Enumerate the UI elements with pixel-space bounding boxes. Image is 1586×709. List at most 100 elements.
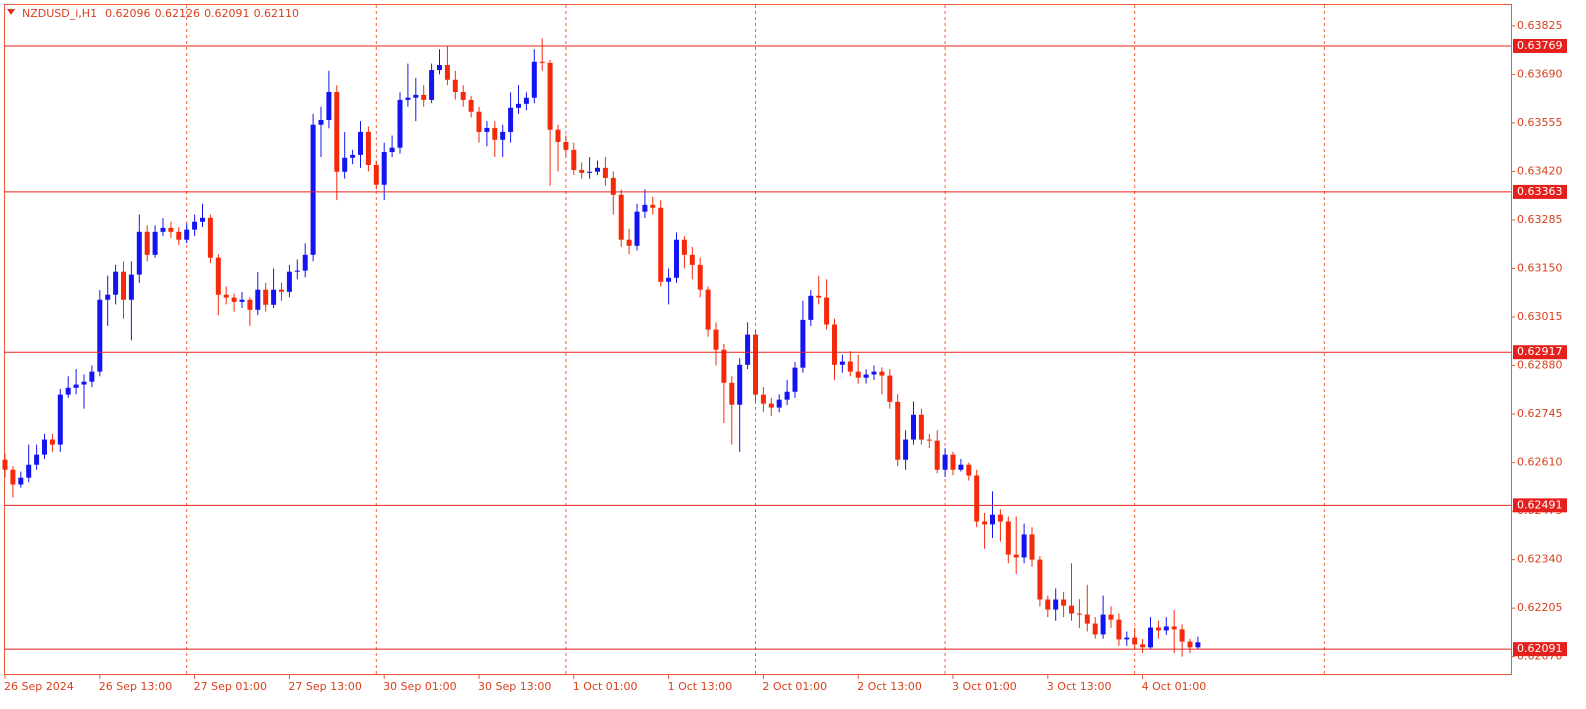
candle-body <box>1053 599 1059 610</box>
candle-body <box>334 91 340 172</box>
candle-body <box>105 294 111 300</box>
candle-body <box>768 403 774 408</box>
candle-body <box>405 97 411 100</box>
candle-body <box>863 374 869 378</box>
candle-body <box>887 375 893 402</box>
candle-body <box>966 464 972 476</box>
x-tick-label: 2 Oct 13:00 <box>857 680 922 693</box>
candle-body <box>1100 614 1106 635</box>
candle-body <box>452 79 458 92</box>
level-label: 0.63363 <box>1517 185 1563 198</box>
y-tick-label: 0.63015 <box>1517 310 1563 323</box>
candle-body <box>642 204 648 212</box>
candle-body <box>255 289 261 310</box>
candle-body <box>934 440 940 470</box>
x-tick-label: 1 Oct 01:00 <box>573 680 638 693</box>
candle-body <box>958 464 964 470</box>
x-tick-label: 30 Sep 13:00 <box>478 680 551 693</box>
x-tick-label: 26 Sep 2024 <box>4 680 74 693</box>
candle-body <box>974 475 980 522</box>
candle-body <box>81 381 87 385</box>
x-tick-label: 27 Sep 13:00 <box>288 680 361 693</box>
candle-body <box>847 361 853 372</box>
candle-body <box>460 91 466 100</box>
candle-body <box>239 299 245 302</box>
candle-body <box>500 131 506 140</box>
x-tick-label: 4 Oct 01:00 <box>1142 680 1207 693</box>
candle-body <box>279 289 284 292</box>
candle-body <box>990 514 995 525</box>
header-close: 0.62110 <box>254 7 300 20</box>
candle-body <box>666 277 672 282</box>
header-high: 0.62126 <box>155 7 201 20</box>
candle-body <box>745 334 751 365</box>
candle-body <box>365 131 371 165</box>
candle-body <box>1005 521 1011 555</box>
candle-body <box>294 270 300 272</box>
candle-body <box>318 120 324 125</box>
candle-body <box>800 319 806 368</box>
candle-body <box>579 169 585 173</box>
candle-body <box>57 394 63 445</box>
header-low: 0.62091 <box>204 7 250 20</box>
candle-body <box>192 221 198 230</box>
candle-body <box>571 149 577 170</box>
level: 0.63363 <box>4 184 1567 199</box>
candle-body <box>824 297 830 325</box>
x-tick-label: 3 Oct 01:00 <box>952 680 1017 693</box>
candle-body <box>918 414 924 440</box>
candle-body <box>879 371 885 376</box>
candle-body <box>839 361 845 365</box>
candle-body <box>626 239 632 246</box>
candle-body <box>429 70 435 100</box>
level: 0.62491 <box>4 498 1567 513</box>
candle-body <box>484 127 490 132</box>
candle-body <box>1084 614 1090 624</box>
level-label: 0.62917 <box>1517 345 1563 358</box>
candle-body <box>792 367 798 392</box>
candle-body <box>1132 637 1138 645</box>
level-label-box <box>1513 642 1567 657</box>
candle-body <box>26 464 32 478</box>
y-tick-label: 0.62610 <box>1517 456 1563 469</box>
candle-body <box>421 94 427 100</box>
y-tick-label: 0.62745 <box>1517 407 1563 420</box>
candle-body <box>231 297 237 302</box>
candle-body <box>982 521 988 525</box>
candle-body <box>342 157 348 172</box>
candle-body <box>1021 534 1027 558</box>
level: 0.62091 <box>4 642 1567 657</box>
candle-body <box>413 94 419 98</box>
candle-body <box>705 289 711 330</box>
candle-body <box>523 97 529 104</box>
candle-body <box>1171 626 1177 630</box>
candle-body <box>1148 627 1153 648</box>
candle-body <box>1029 534 1035 560</box>
y-tick-label: 0.63555 <box>1517 116 1563 129</box>
header-open: 0.62096 <box>105 7 151 20</box>
candle-body <box>531 61 537 98</box>
candle-body <box>215 257 221 295</box>
candle-body <box>34 454 40 465</box>
candle-body <box>911 414 916 440</box>
candle-body <box>373 164 379 185</box>
candle-body <box>697 264 703 290</box>
candle-body <box>610 177 616 195</box>
candle-body <box>950 454 956 470</box>
candle-body <box>168 227 174 232</box>
candle-body <box>2 459 8 470</box>
candle-body <box>1037 559 1043 600</box>
y-tick-label: 0.63690 <box>1517 67 1563 80</box>
candle-body <box>302 254 308 271</box>
candle-body <box>942 454 948 470</box>
candle-body <box>855 371 861 378</box>
candle-body <box>152 231 158 255</box>
candle-body <box>144 231 150 255</box>
candle-body <box>271 289 277 305</box>
candle-body <box>247 299 253 310</box>
candle-body <box>1045 599 1051 610</box>
candle-body <box>49 439 55 445</box>
candle-body <box>310 124 316 255</box>
candle-body <box>468 99 474 112</box>
candle-body <box>381 152 387 185</box>
